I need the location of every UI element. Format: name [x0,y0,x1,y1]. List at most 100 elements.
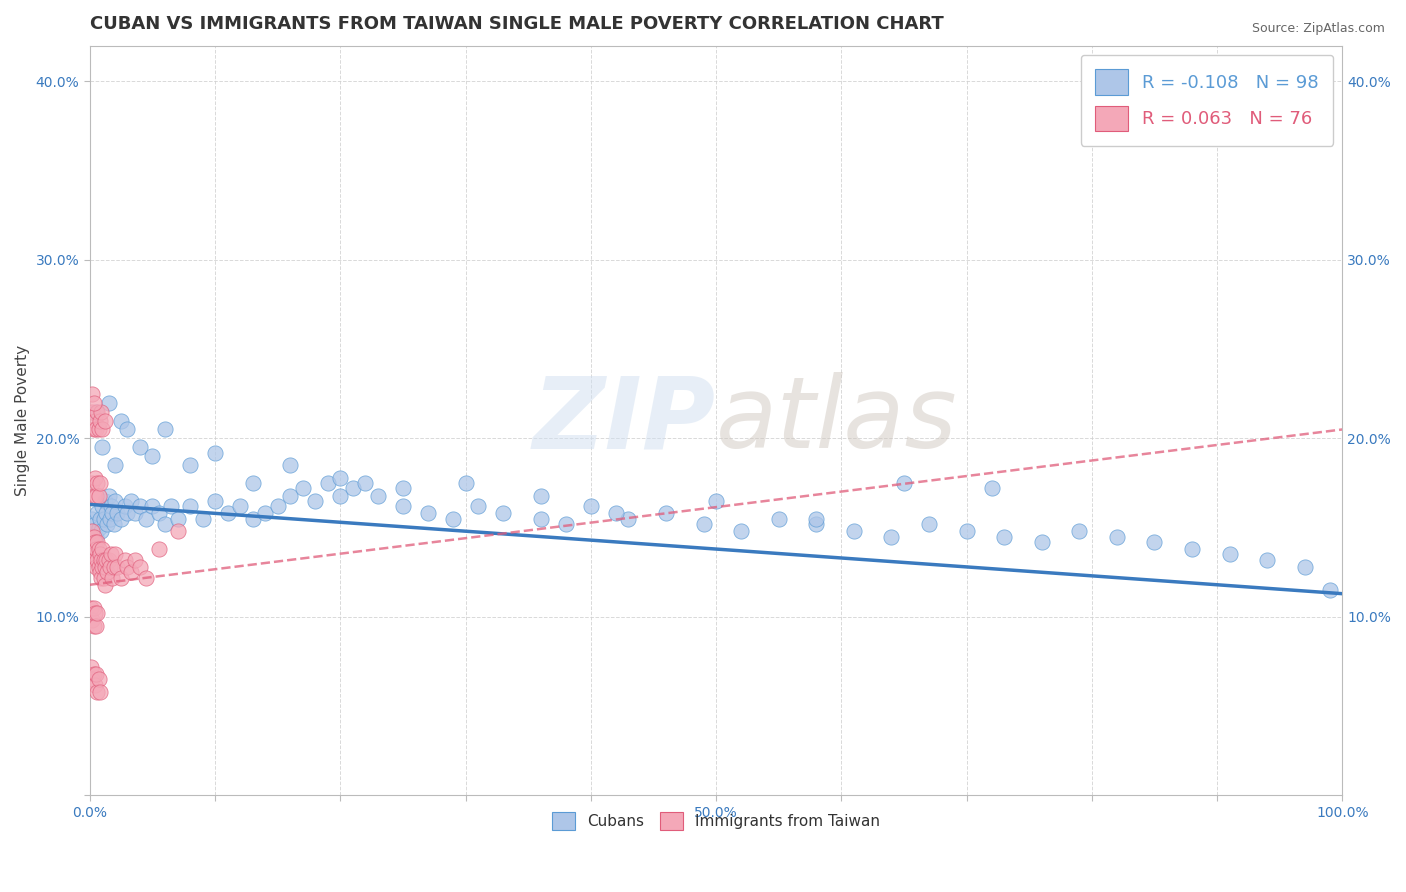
Point [83,488,105,502]
Point [94,553,117,567]
Point [86,685,108,699]
Point [103,517,125,532]
Point [80,548,103,562]
Point [83,548,105,562]
Point [89,512,111,526]
Point [98,512,121,526]
Point [84,404,107,418]
Legend: Cubans, Immigrants from Taiwan: Cubans, Immigrants from Taiwan [546,805,886,837]
Point [1105,530,1128,544]
Point [104,548,127,562]
Point [91,440,114,454]
Point [124,553,146,567]
Point [83,667,105,681]
Text: atlas: atlas [716,372,957,469]
Point [93,512,115,526]
Point [96,517,118,532]
Point [87,542,110,557]
Point [1256,553,1278,567]
Point [704,494,727,508]
Point [1143,535,1166,549]
Point [83,413,105,427]
Point [105,507,128,521]
Point [229,500,252,514]
Point [90,524,112,539]
Point [80,601,103,615]
Point [87,673,110,687]
Point [82,673,104,687]
Point [105,560,128,574]
Point [87,521,110,535]
Point [86,475,108,490]
Point [82,614,104,628]
Point [86,404,108,418]
Point [83,678,105,692]
Point [880,530,903,544]
Point [82,386,104,401]
Point [89,475,111,490]
Point [83,517,105,532]
Point [89,566,111,580]
Point [124,507,146,521]
Point [94,560,117,574]
Point [1069,524,1091,539]
Point [893,475,915,490]
Point [148,507,170,521]
Point [90,404,112,418]
Point [93,571,115,585]
Point [114,553,136,567]
Point [90,571,112,585]
Point [153,422,176,436]
Point [83,395,105,409]
Point [148,542,170,557]
Point [94,494,117,508]
Point [141,500,163,514]
Point [100,548,122,562]
Point [94,413,117,427]
Point [114,500,136,514]
Point [84,667,107,681]
Point [80,660,103,674]
Point [242,475,264,490]
Point [454,475,477,490]
Point [316,475,339,490]
Point [86,607,108,621]
Point [90,553,112,567]
Point [101,507,124,521]
Point [103,560,125,574]
Point [1319,583,1341,598]
Point [135,571,157,585]
Point [160,500,183,514]
Point [605,507,627,521]
Point [104,494,127,508]
Point [83,619,105,633]
Point [129,560,152,574]
Point [97,488,120,502]
Point [82,404,104,418]
Point [83,601,105,615]
Point [579,500,602,514]
Point [97,553,120,567]
Point [392,500,415,514]
Point [120,566,142,580]
Point [554,517,576,532]
Point [179,458,201,472]
Point [80,530,103,544]
Point [82,524,104,539]
Text: Source: ZipAtlas.com: Source: ZipAtlas.com [1251,22,1385,36]
Point [842,524,865,539]
Point [918,517,941,532]
Point [104,458,127,472]
Point [329,470,352,484]
Point [120,494,142,508]
Point [617,512,640,526]
Point [416,507,439,521]
Text: ZIP: ZIP [533,372,716,469]
Point [179,500,201,514]
Point [117,507,139,521]
Point [117,560,139,574]
Point [89,685,111,699]
Point [86,535,108,549]
Point [267,500,290,514]
Point [768,512,790,526]
